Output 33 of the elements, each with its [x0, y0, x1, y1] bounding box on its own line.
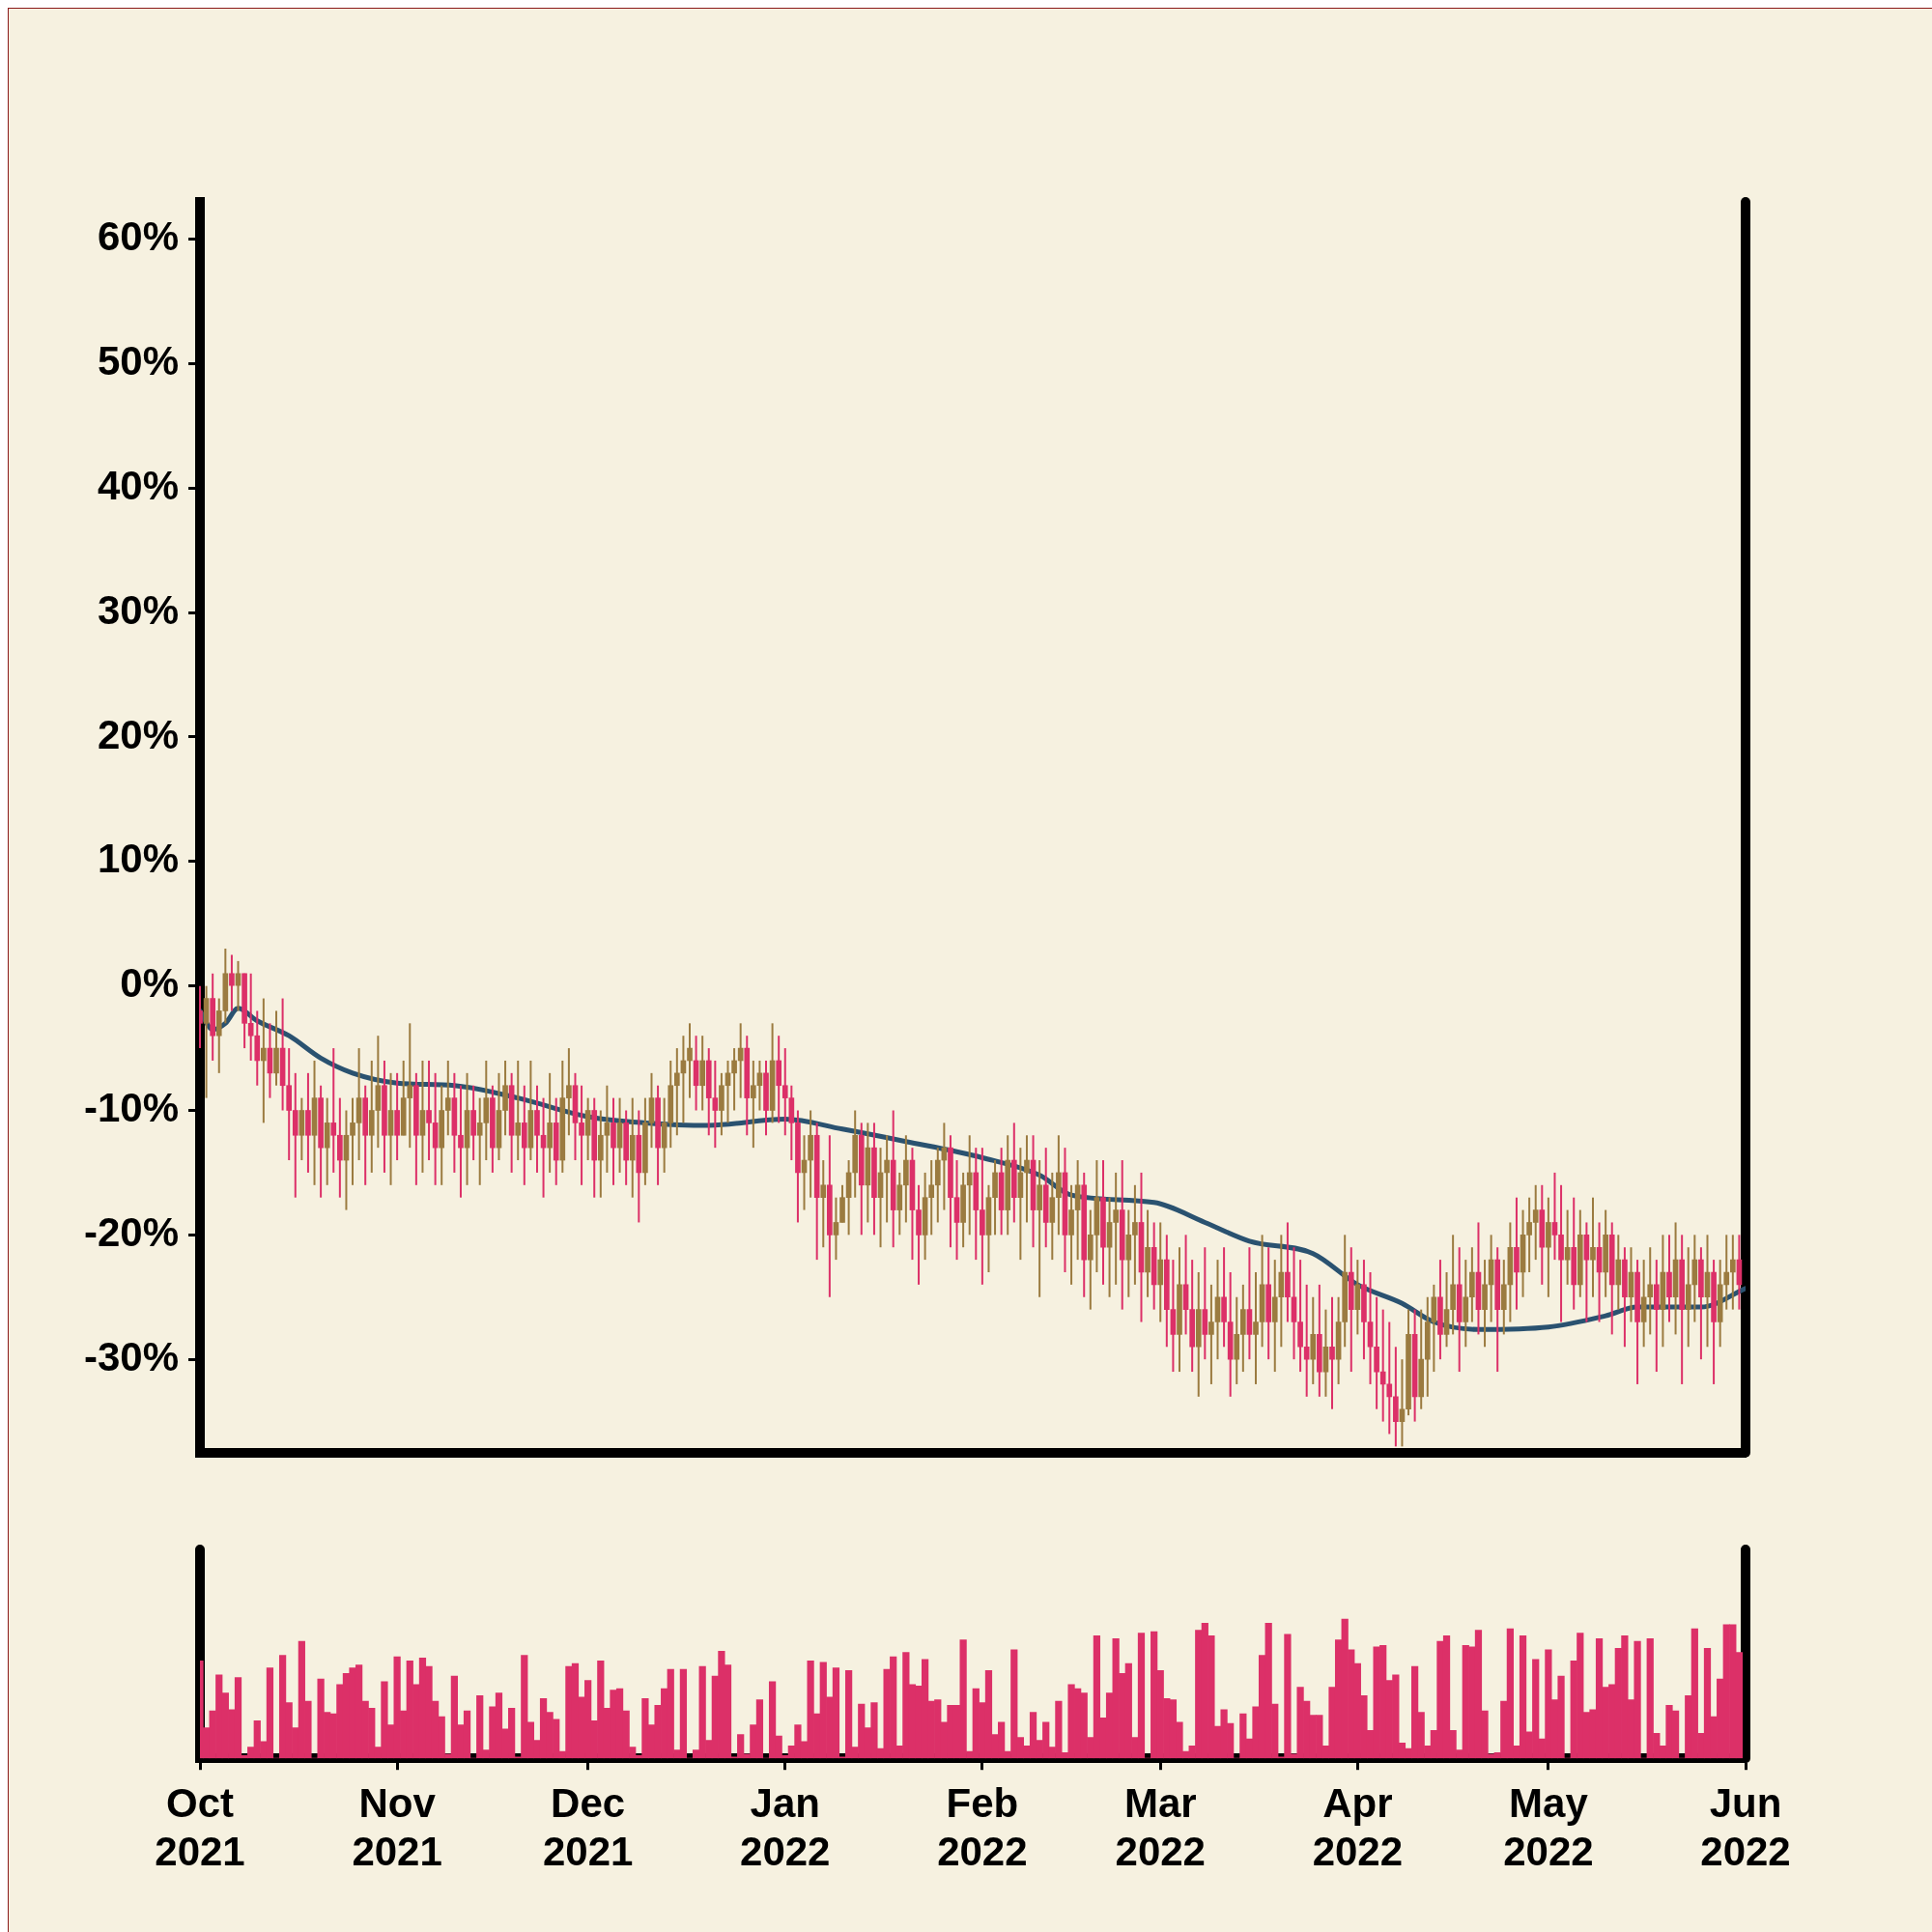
- candlestick: [1730, 1234, 1736, 1311]
- y-tick-label: 40%: [97, 462, 179, 508]
- y-tick-label: 30%: [97, 586, 179, 633]
- x-tick-label: Jun 2022: [1700, 1779, 1791, 1875]
- y-tick-label: -20%: [83, 1208, 179, 1255]
- x-tick-label: Nov 2021: [352, 1779, 442, 1875]
- candlestick: [1590, 1196, 1596, 1298]
- candlestick: [820, 1159, 827, 1249]
- y-tick-label: -30%: [83, 1333, 179, 1379]
- candlestick: [261, 997, 267, 1124]
- candlestick: [1723, 1234, 1730, 1311]
- x-tick-label: Mar 2022: [1115, 1779, 1206, 1875]
- y-tick-label: 50%: [97, 338, 179, 384]
- candlestick: [737, 1022, 744, 1099]
- x-tick-label: Apr 2022: [1312, 1779, 1404, 1875]
- candlestick: [687, 1022, 693, 1099]
- y-tick-label: 0%: [120, 960, 179, 1007]
- candlestick: [1329, 1295, 1335, 1410]
- y-tick-label: 60%: [97, 213, 179, 260]
- y-tick-label: 20%: [97, 711, 179, 757]
- y-tick-label: 10%: [97, 836, 179, 882]
- x-tick-label: May 2022: [1503, 1779, 1594, 1875]
- candlestick: [884, 1134, 890, 1224]
- candlestick: [229, 953, 235, 1012]
- x-tick-label: Oct 2021: [155, 1779, 245, 1875]
- x-tick-label: Jan 2022: [740, 1779, 831, 1875]
- x-tick-label: Dec 2021: [542, 1779, 634, 1875]
- y-tick-label: -10%: [83, 1085, 179, 1131]
- candlestick: [731, 1047, 737, 1112]
- x-tick-label: Feb 2022: [937, 1779, 1028, 1875]
- candlestick: [1024, 1134, 1030, 1224]
- candlestick: [1379, 1308, 1386, 1423]
- candlestick: [515, 1059, 522, 1162]
